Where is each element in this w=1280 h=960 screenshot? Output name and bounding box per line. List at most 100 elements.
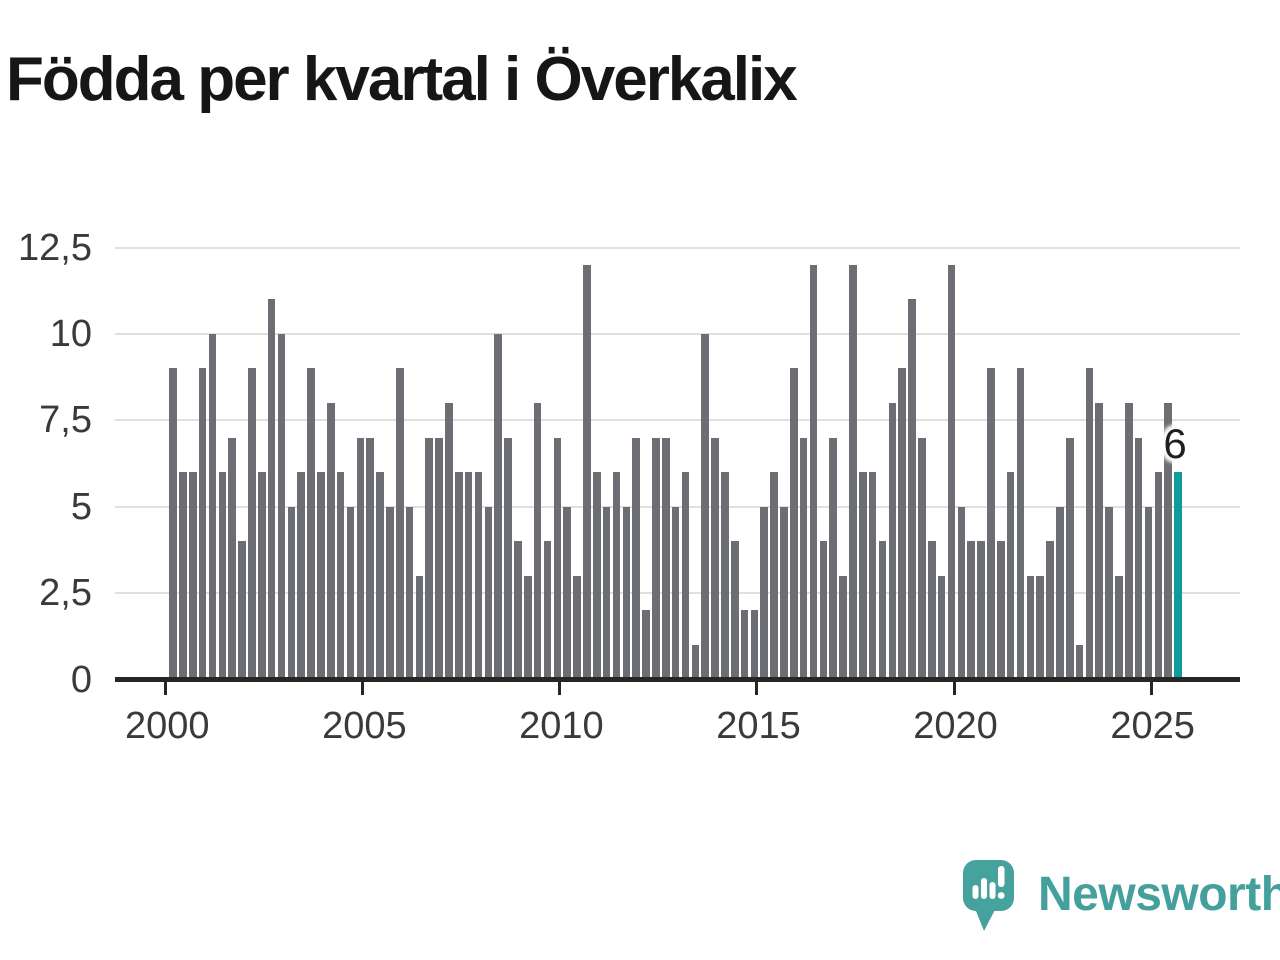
bar-2012-q3: [661, 437, 670, 677]
bar-2005-q3: [386, 506, 394, 677]
bar-2015-q1: [760, 506, 769, 677]
bar-2016-q1: [799, 437, 808, 677]
bar-2023-q3: [1095, 403, 1104, 677]
bar-2020-q1: [957, 506, 966, 677]
bar-2011-q3: [622, 506, 631, 677]
bar-2024-q2: [1125, 403, 1133, 677]
bar-2009-q2: [533, 403, 542, 677]
bar-2000-q1: [169, 368, 177, 677]
bar-2012-q2: [652, 437, 660, 677]
x-axis-label: 2010: [519, 705, 604, 747]
bar-2022-q2: [1046, 541, 1054, 677]
bar-2018-q1: [878, 541, 887, 677]
bar-2010-q4: [592, 472, 601, 677]
bar-2014-q1: [721, 472, 729, 677]
bar-2013-q3: [701, 333, 709, 677]
bar-2003-q4: [317, 472, 325, 677]
bar-2001-q1: [208, 333, 217, 677]
bar-2014-q4: [750, 610, 759, 677]
bar-2020-q3: [977, 541, 985, 677]
bar-2024-q4: [1144, 506, 1153, 677]
bar-2023-q2: [1085, 368, 1094, 677]
bar-2023-q1: [1075, 644, 1084, 677]
bar-2009-q3: [543, 541, 552, 677]
bar-2009-q1: [524, 575, 532, 677]
bar-2024-q1: [1115, 575, 1123, 677]
bar-2022-q3: [1056, 506, 1064, 677]
bar-2000-q2: [179, 472, 187, 677]
bar-2007-q3: [464, 472, 473, 677]
bar-2008-q3: [504, 437, 512, 677]
bar-2006-q2: [415, 575, 424, 677]
bar-2017-q1: [839, 575, 847, 677]
gridline-12.5: [115, 246, 1240, 249]
bar-2001-q4: [238, 541, 246, 677]
x-tick-2005: [361, 677, 365, 695]
y-axis-label: 0: [70, 658, 92, 701]
bar-2018-q2: [888, 403, 897, 677]
bar-2005-q2: [376, 472, 384, 677]
x-axis-label: 2015: [716, 705, 801, 747]
bar-2013-q1: [681, 472, 690, 677]
bar-2005-q1: [366, 437, 374, 677]
bar-2020-q4: [987, 368, 995, 677]
x-axis-label: 2005: [322, 705, 407, 747]
bar-2020-q2: [967, 541, 975, 677]
bar-2004-q2: [336, 472, 345, 677]
bar-2025-q1: [1154, 472, 1163, 677]
y-axis-label: 12,5: [18, 226, 92, 269]
bar-2012-q4: [671, 506, 680, 677]
newsworthy-logo[interactable]: Newsworthy: [958, 854, 1280, 934]
x-tick-2015: [755, 677, 759, 695]
bar-2016-q2: [809, 264, 818, 677]
bar-2019-q3: [937, 575, 946, 677]
bar-2002-q3: [267, 299, 276, 677]
bar-2019-q2: [927, 541, 936, 677]
x-tick-2010: [558, 677, 562, 695]
bar-2019-q4: [947, 264, 956, 677]
bar-2004-q4: [356, 437, 365, 677]
x-axis-label: 2025: [1110, 705, 1195, 747]
bar-2001-q2: [218, 472, 227, 677]
bar-2012-q1: [642, 610, 650, 677]
bar-2025-q2: [1164, 403, 1173, 677]
bar-2011-q2: [612, 472, 621, 677]
bar-2010-q3: [583, 264, 591, 677]
y-axis-label: 5: [70, 485, 92, 528]
bar-2017-q2: [849, 264, 857, 677]
bar-2015-q4: [790, 368, 798, 677]
bar-2008-q1: [484, 506, 493, 677]
y-axis-label: 7,5: [39, 399, 92, 442]
bar-2003-q2: [297, 472, 305, 677]
bar-2016-q4: [829, 437, 838, 677]
bar-2016-q3: [819, 541, 828, 677]
bar-2007-q2: [455, 472, 463, 677]
bar-2011-q4: [632, 437, 640, 677]
bar-2006-q3: [425, 437, 434, 677]
bar-2002-q4: [277, 333, 286, 677]
mini-bar-chart-exclamation-icon: [972, 866, 1005, 899]
bar-2000-q4: [198, 368, 207, 677]
value-annotation: 6: [1163, 420, 1187, 468]
bar-2015-q2: [770, 472, 778, 677]
bar-2021-q2: [1006, 472, 1015, 677]
gridline-10: [115, 332, 1240, 335]
bar-2005-q4: [395, 368, 404, 677]
x-axis-label: 2000: [125, 705, 210, 747]
bar-2022-q4: [1065, 437, 1074, 677]
x-tick-2000: [164, 677, 168, 695]
bar-2004-q3: [346, 506, 355, 677]
bar-2018-q4: [908, 299, 916, 677]
bar-2023-q4: [1105, 506, 1113, 677]
bar-2018-q3: [898, 368, 907, 677]
bar-2006-q4: [435, 437, 443, 677]
newsworthy-logo-icon: [963, 860, 1014, 931]
bar-2007-q1: [445, 403, 453, 677]
x-tick-2025: [1149, 677, 1153, 695]
newsworthy-logo-text: Newsworthy: [1038, 867, 1280, 921]
bar-2002-q2: [257, 472, 266, 677]
bar-2003-q3: [307, 368, 315, 677]
bar-2010-q2: [573, 575, 581, 677]
